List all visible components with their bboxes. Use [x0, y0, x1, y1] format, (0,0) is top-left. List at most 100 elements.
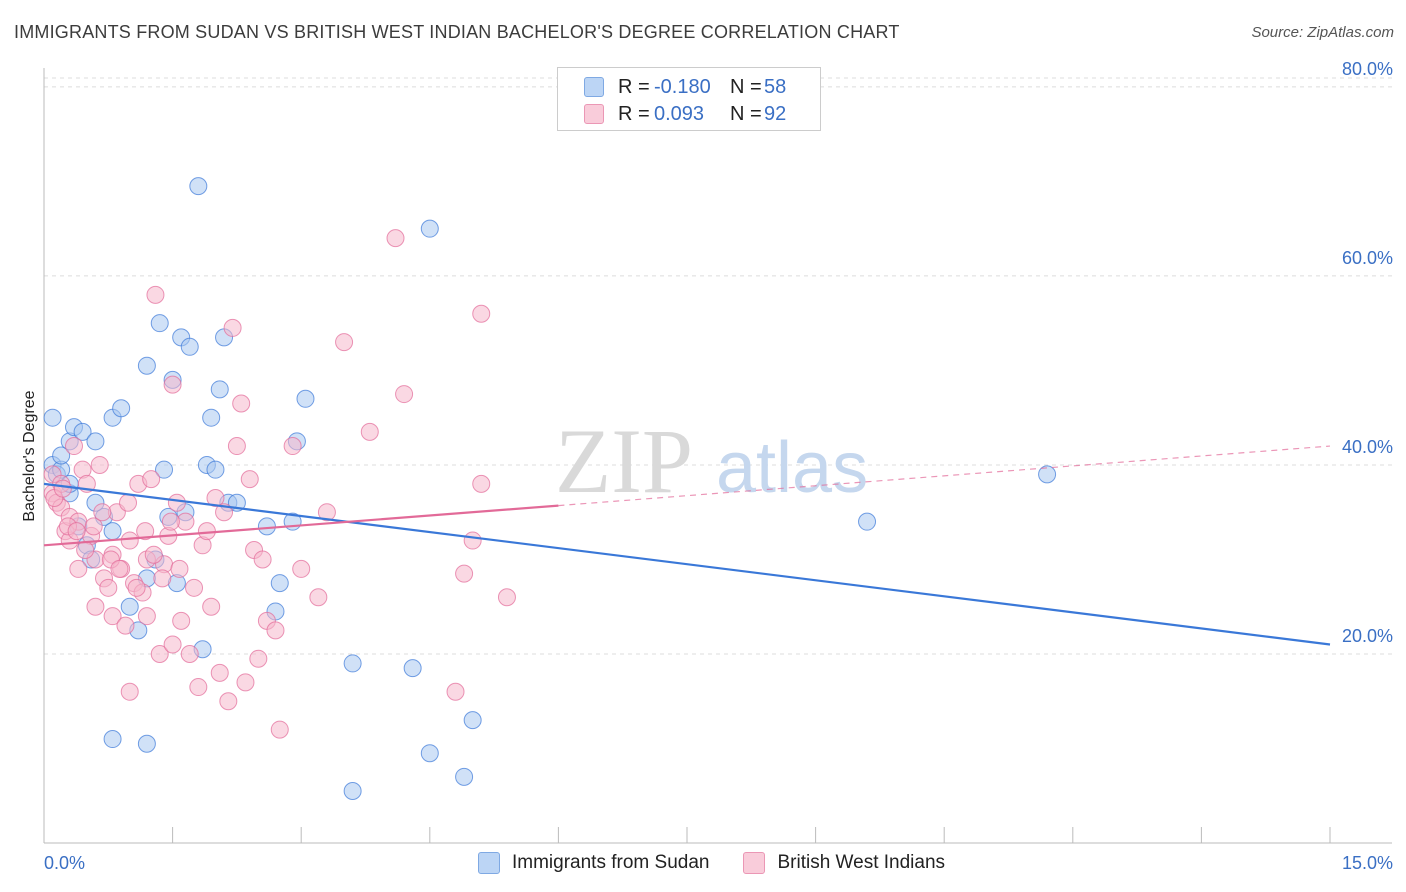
sudan-point: [296, 389, 315, 408]
y-axis-label: Bachelor's Degree: [21, 390, 38, 521]
x-tick-label-min: 0.0%: [44, 853, 85, 873]
bwi-point: [167, 493, 186, 512]
bwi-point: [185, 578, 204, 597]
trend-lines: [43, 445, 1331, 646]
bwi-point: [76, 541, 95, 560]
bwi-point: [240, 470, 259, 489]
sudan-point: [403, 659, 422, 678]
sudan-point: [112, 399, 131, 418]
legend-row-sudan: R = -0.180 N = 58: [584, 75, 786, 99]
sudan-point: [86, 432, 105, 451]
series-label-bwi: British West Indians: [777, 852, 946, 873]
legend-n-label: N =: [730, 102, 762, 125]
sudan-point: [343, 782, 362, 801]
sudan-point: [463, 711, 482, 730]
legend-row-bwi: R = 0.093 N = 92: [584, 102, 786, 126]
series-swatch-bwi: [743, 852, 766, 874]
legend-r-label: R =: [618, 102, 650, 125]
sudan-point: [103, 730, 122, 749]
axes: [43, 68, 1392, 844]
bwi-point: [236, 673, 255, 692]
bwi-point: [223, 318, 242, 337]
sudan-point: [52, 446, 71, 465]
bwi-point: [463, 531, 482, 550]
sudan-point: [1038, 465, 1057, 484]
sudan-point: [180, 337, 199, 356]
bwi-point: [116, 616, 135, 635]
watermark: ZIP atlas: [555, 410, 868, 512]
bwi-point: [127, 578, 146, 597]
bwi-point: [472, 474, 491, 493]
bwi-point: [189, 678, 208, 697]
bwi-point: [110, 559, 129, 578]
bwi-point: [455, 564, 474, 583]
bwi-point: [335, 333, 354, 352]
x-tick-label-max: 15.0%: [1342, 853, 1393, 873]
sudan-point: [202, 408, 221, 427]
bwi-point: [172, 611, 191, 630]
sudan-point: [455, 767, 474, 786]
bwi-point: [249, 649, 268, 668]
bwi-point: [309, 588, 328, 607]
sudan-point: [73, 422, 92, 441]
bwi-trend-extension: [558, 445, 1331, 507]
y-tick-label: 40.0%: [1342, 437, 1393, 457]
chart-source: Source: ZipAtlas.com: [1251, 24, 1394, 41]
bwi-point: [292, 559, 311, 578]
bwi-point: [283, 437, 302, 456]
y-tick-label: 80.0%: [1342, 59, 1393, 79]
sudan-point: [103, 522, 122, 541]
bwi-point: [210, 663, 229, 682]
bwi-point: [202, 597, 221, 616]
sudan-trend-line: [43, 482, 1331, 646]
bwi-point: [146, 285, 165, 304]
bwi-point: [206, 489, 225, 508]
legend-n-value: 92: [764, 102, 787, 125]
bwi-point: [120, 531, 139, 550]
legend-r-value: 0.093: [654, 102, 705, 125]
bwi-point: [472, 304, 491, 323]
bwi-point: [136, 522, 155, 541]
bwi-point: [170, 559, 189, 578]
bwi-point: [395, 385, 414, 404]
legend-n-label: N =: [730, 75, 762, 98]
bwi-point: [219, 692, 238, 711]
axis-labels: 20.0% 40.0% 60.0% 80.0% 0.0% 15.0% Bachelor's …: [21, 59, 1393, 873]
bwi-point: [142, 470, 161, 489]
y-tick-label: 60.0%: [1342, 248, 1393, 268]
bwi-point: [103, 607, 122, 626]
bwi-point: [84, 517, 103, 536]
series-legend: Immigrants from Sudan British West India…: [478, 852, 979, 874]
bwi-point: [253, 550, 272, 569]
legend-r-value: -0.180: [654, 75, 711, 98]
sudan-point: [257, 517, 276, 536]
watermark-atlas: atlas: [716, 428, 868, 508]
sudan-point: [137, 356, 156, 375]
bwi-point: [180, 644, 199, 663]
series-legend-bwi: British West Indians: [743, 852, 945, 874]
bwi-point: [270, 720, 289, 739]
sudan-point: [858, 512, 877, 531]
sudan-point: [343, 654, 362, 673]
bwi-point: [266, 621, 285, 640]
sudan-point: [206, 460, 225, 479]
series-swatch-sudan: [478, 852, 500, 874]
bwi-point: [163, 635, 182, 654]
series-legend-sudan: Immigrants from Sudan: [478, 852, 709, 874]
bwi-point: [161, 512, 180, 531]
watermark-zip: ZIP: [555, 410, 693, 512]
bwi-point: [163, 375, 182, 394]
sudan-point: [420, 744, 439, 763]
bwi-point: [67, 522, 86, 541]
legend-n-value: 58: [764, 75, 787, 98]
sudan-point: [43, 408, 62, 427]
bwi-point: [144, 545, 163, 564]
bwi-point: [69, 559, 88, 578]
y-tick-label: 20.0%: [1342, 626, 1393, 646]
bwi-point: [360, 422, 379, 441]
sudan-point: [155, 460, 174, 479]
bwi-point: [197, 522, 216, 541]
correlation-legend: R = -0.180 N = 58 R = 0.093 N = 92: [557, 67, 821, 131]
data-points: [43, 177, 1057, 801]
